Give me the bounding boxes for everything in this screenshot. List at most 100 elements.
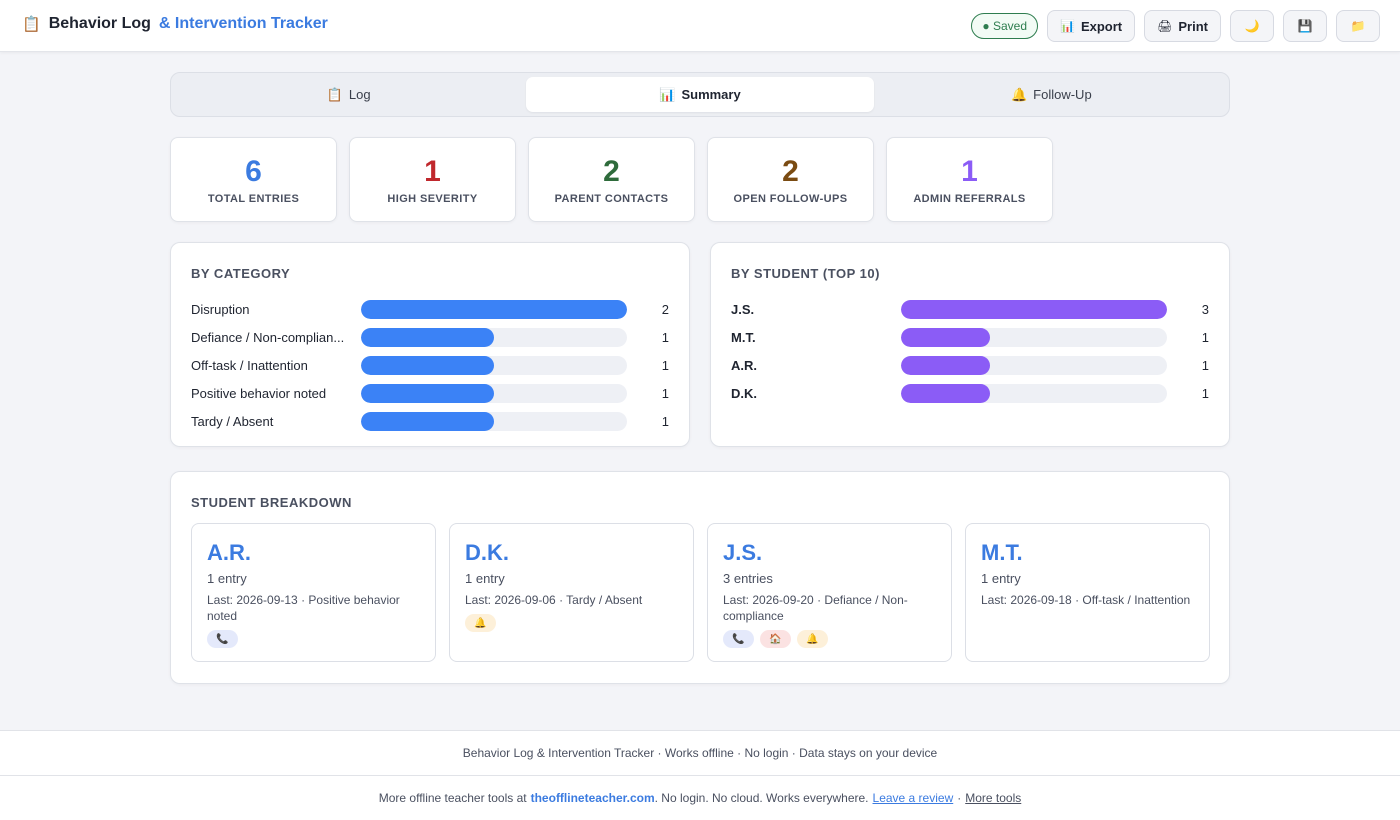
student-initials: D.K. [465, 540, 509, 565]
stat-label: TOTAL ENTRIES [207, 192, 300, 205]
category-bar-track [361, 383, 627, 403]
category-bar-track [361, 327, 627, 347]
stat-total-entries: 6 TOTAL ENTRIES [170, 137, 337, 222]
student-bar-fill [901, 355, 990, 375]
category-bar-label: Positive behavior noted [191, 385, 327, 401]
bell-icon: 🔔 [797, 630, 828, 648]
bar-chart-icon: 📊 [1060, 19, 1075, 33]
stat-high-severity: 1 HIGH SEVERITY [349, 137, 516, 222]
save-file-button[interactable]: 💾 [1283, 10, 1327, 42]
tab-follow-up-label: Follow-Up [1033, 87, 1092, 102]
stat-value: 1 [424, 154, 441, 188]
category-bar-value: 1 [661, 413, 669, 429]
student-card[interactable]: A.R. 1 entry Last: 2026-09-13 · Positive b… [191, 523, 436, 662]
more-tools-link[interactable]: More tools [965, 791, 1022, 805]
folder-icon: 📁 [1350, 19, 1366, 33]
student-bar-fill [901, 327, 990, 347]
stat-label: ADMIN REFERRALS [913, 192, 1026, 205]
student-bar-track [901, 355, 1167, 375]
tab-summary[interactable]: 📊 Summary [526, 77, 874, 112]
category-bar-row: Defiance / Non-complian... 1 [191, 323, 669, 351]
stat-value: 1 [961, 154, 978, 188]
student-card[interactable]: J.S. 3 entries Last: 2026-09-20 · Defiance… [707, 523, 952, 662]
print-label: Print [1178, 18, 1208, 34]
tab-log[interactable]: 📋 Log [175, 77, 522, 112]
tab-follow-up[interactable]: 🔔 Follow-Up [878, 77, 1225, 112]
top-bar: 📋 Behavior Log & Intervention Tracker ● … [0, 0, 1400, 52]
leave-review-link[interactable]: Leave a review [872, 791, 954, 805]
student-bar-row: D.K. 1 [731, 379, 1209, 407]
category-bar-label: Tardy / Absent [191, 413, 274, 429]
category-bar-label: Defiance / Non-complian... [191, 329, 345, 345]
theme-toggle-button[interactable]: 🌙 [1230, 10, 1274, 42]
bell-icon: 🔔 [465, 614, 496, 632]
student-bar-row: M.T. 1 [731, 323, 1209, 351]
category-bar-value: 2 [661, 301, 669, 317]
app-title-accent: & Intervention Tracker [158, 15, 328, 32]
student-bar-fill [901, 299, 1167, 319]
tab-summary-label: Summary [681, 87, 741, 102]
footer-separator: · [957, 791, 962, 805]
category-bar-fill [361, 355, 494, 375]
footer-links: More offline teacher tools at theoffline… [0, 776, 1400, 820]
student-initials: A.R. [207, 540, 251, 565]
student-bar-label: J.S. [731, 301, 755, 317]
category-bar-track [361, 411, 627, 431]
student-bar-list: J.S. 3 M.T. 1 A.R. 1 D.K. 1 [731, 295, 1209, 407]
floppy-disk-icon: 💾 [1297, 19, 1313, 33]
app-title-main: Behavior Log [48, 15, 151, 32]
phone-icon: 📞 [207, 630, 238, 648]
view-tabs: 📋 Log 📊 Summary 🔔 Follow-Up [170, 72, 1230, 117]
footer-middle: . No login. No cloud. Works everywhere. [654, 791, 869, 805]
panel-title: STUDENT BREAKDOWN [191, 495, 352, 510]
printer-icon: 🖨 [1157, 19, 1173, 33]
bell-icon: 🔔 [1010, 86, 1028, 102]
student-last-entry: Last: 2026-09-13 · Positive behavior not… [207, 593, 400, 623]
footer-prefix: More offline teacher tools at [378, 791, 527, 805]
export-label: Export [1080, 18, 1123, 34]
category-bar-row: Positive behavior noted 1 [191, 379, 669, 407]
category-bar-label: Disruption [191, 301, 250, 317]
footer-tagline: Behavior Log & Intervention Tracker · Wo… [462, 746, 938, 760]
student-last-entry: Last: 2026-09-20 · Defiance / Non-compli… [723, 593, 908, 623]
student-initials: J.S. [723, 540, 763, 565]
summary-stats: 6 TOTAL ENTRIES 1 HIGH SEVERITY 2 PARENT… [170, 137, 1053, 222]
student-entry-count: 1 entry [465, 571, 505, 586]
print-button[interactable]: 🖨 Print [1144, 10, 1221, 42]
student-entry-count: 3 entries [723, 571, 773, 586]
category-bar-row: Disruption 2 [191, 295, 669, 323]
panel-title: BY CATEGORY [191, 266, 291, 281]
student-bar-track [901, 327, 1167, 347]
clipboard-icon: 📋 [326, 86, 343, 102]
student-flags: 📞 [207, 630, 420, 648]
site-link[interactable]: theofflineteacher.com [530, 791, 655, 805]
category-bar-row: Off-task / Inattention 1 [191, 351, 669, 379]
student-bar-track [901, 383, 1167, 403]
student-card[interactable]: M.T. 1 entry Last: 2026-09-18 · Off-task /… [965, 523, 1210, 662]
app-title: 📋 Behavior Log & Intervention Tracker [22, 15, 328, 33]
open-file-button[interactable]: 📁 [1336, 10, 1380, 42]
student-bar-value: 1 [1201, 357, 1209, 373]
category-bar-fill [361, 383, 494, 403]
tab-log-label: Log [348, 87, 371, 102]
category-bar-fill [361, 411, 494, 431]
student-bar-label: D.K. [731, 385, 757, 401]
stat-label: PARENT CONTACTS [554, 192, 669, 205]
header-actions: ● Saved 📊 Export 🖨 Print 🌙 💾 📁 [971, 10, 1380, 42]
student-bar-row: J.S. 3 [731, 295, 1209, 323]
phone-icon: 📞 [723, 630, 754, 648]
student-card[interactable]: D.K. 1 entry Last: 2026-09-06 · Tardy / Ab… [449, 523, 694, 662]
category-bar-label: Off-task / Inattention [191, 357, 308, 373]
category-bar-value: 1 [661, 385, 669, 401]
stat-label: HIGH SEVERITY [387, 192, 478, 205]
student-bar-label: A.R. [731, 357, 757, 373]
home-icon: 🏠 [760, 630, 791, 648]
student-bar-fill [901, 383, 990, 403]
category-bar-track [361, 355, 627, 375]
student-breakdown-panel: STUDENT BREAKDOWN A.R. 1 entry Last: 2026-… [170, 471, 1230, 684]
student-last-entry: Last: 2026-09-06 · Tardy / Absent [465, 593, 643, 607]
by-student-panel: BY STUDENT (TOP 10) J.S. 3 M.T. 1 A.R. 1 D.K. 1 [710, 242, 1230, 447]
export-button[interactable]: 📊 Export [1047, 10, 1136, 42]
student-entry-count: 1 entry [207, 571, 247, 586]
stat-value: 2 [782, 154, 799, 188]
